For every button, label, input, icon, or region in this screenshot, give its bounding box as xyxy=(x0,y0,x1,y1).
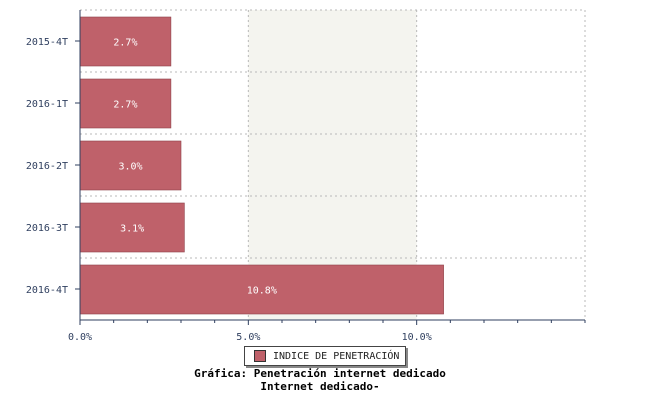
chart-caption-line2: Internet dedicado- xyxy=(260,380,380,393)
bar xyxy=(79,16,172,67)
bar xyxy=(79,202,185,253)
bar xyxy=(79,78,172,129)
bar-data-label: 10.8% xyxy=(247,286,277,297)
x-tick-label: 10.0% xyxy=(402,332,432,343)
legend: INDICE DE PENETRACIÓN xyxy=(244,346,406,366)
bar-data-label: 3.0% xyxy=(118,162,142,173)
y-tick-label: 2015-4T xyxy=(26,37,68,48)
y-tick-label: 2016-3T xyxy=(26,223,68,234)
legend-label: INDICE DE PENETRACIÓN xyxy=(273,350,400,362)
legend-swatch xyxy=(254,350,266,362)
chart-caption-line1: Gráfica: Penetración internet dedicado xyxy=(194,367,446,380)
bar-data-label: 3.1% xyxy=(120,224,144,235)
bar-data-label: 2.7% xyxy=(113,38,137,49)
y-tick-label: 2016-4T xyxy=(26,285,68,296)
bar-data-label: 2.7% xyxy=(113,100,137,111)
bar xyxy=(79,140,182,191)
y-tick-label: 2016-1T xyxy=(26,99,68,110)
x-tick-label: 5.0% xyxy=(236,332,260,343)
x-tick-label: 0.0% xyxy=(68,332,92,343)
y-tick-label: 2016-2T xyxy=(26,161,68,172)
bar xyxy=(79,264,444,315)
